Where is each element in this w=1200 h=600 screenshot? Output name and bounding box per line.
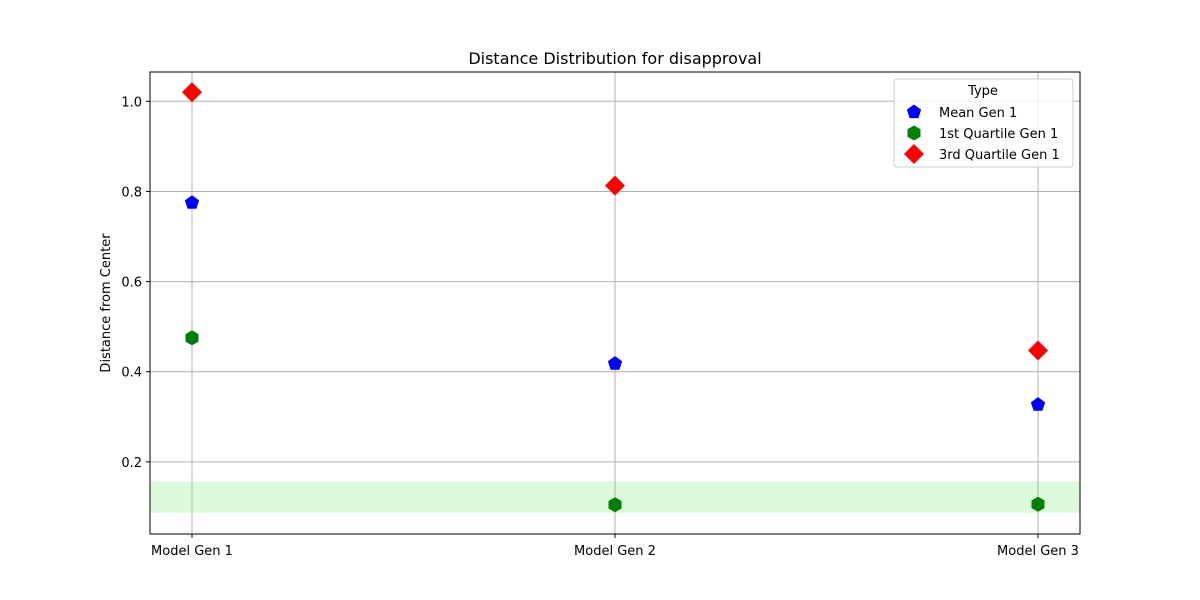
data-point: [1030, 397, 1046, 411]
series-1: [185, 330, 1045, 513]
legend-box: [893, 78, 1074, 168]
legend-label: Mean Gen 1: [939, 106, 1017, 121]
data-point: [184, 195, 200, 209]
legend-label: 1st Quartile Gen 1: [939, 127, 1058, 142]
legend-item: 1st Quartile Gen 1: [907, 125, 1058, 142]
legend-item: 3rd Quartile Gen 1: [904, 144, 1060, 164]
y-axis-label: Distance from Center: [99, 233, 114, 373]
data-point: [1028, 340, 1048, 361]
marker-layer: [182, 82, 1048, 513]
legend-title: Type: [967, 84, 998, 99]
data-point: [185, 330, 199, 346]
y-tick-label: 0.6: [121, 276, 142, 291]
x-tick-label: Model Gen 3: [997, 544, 1079, 559]
data-point: [605, 175, 625, 196]
data-point: [607, 356, 623, 370]
legend-item: Mean Gen 1: [906, 104, 1017, 121]
data-point: [1031, 496, 1045, 512]
x-tick-label: Model Gen 1: [151, 544, 233, 559]
diamond-marker-icon: [904, 144, 924, 164]
y-tick-label: 0.4: [121, 366, 142, 381]
data-point: [182, 82, 202, 103]
data-point: [608, 497, 622, 513]
legend: Type Mean Gen 1 1st Quartile Gen 1 3rd Qua…: [893, 78, 1074, 168]
tick-layer: 0.2 0.4 0.6 0.8 1.0 Model Gen 1 Model Gen 2 Mod…: [121, 95, 1079, 559]
hexagon-marker-icon: [907, 125, 921, 141]
legend-label: 3rd Quartile Gen 1: [939, 148, 1060, 163]
x-tick-label: Model Gen 2: [574, 544, 656, 559]
y-tick-label: 1.0: [121, 95, 142, 110]
chart-title: Distance Distribution for disapproval: [468, 49, 761, 68]
pentagon-marker-icon: [906, 104, 922, 119]
legend-items: Mean Gen 1 1st Quartile Gen 1 3rd Quartile…: [904, 104, 1060, 164]
series-0: [184, 195, 1046, 411]
y-tick-label: 0.2: [121, 456, 142, 471]
y-tick-label: 0.8: [121, 185, 142, 200]
series-2: [182, 82, 1048, 361]
